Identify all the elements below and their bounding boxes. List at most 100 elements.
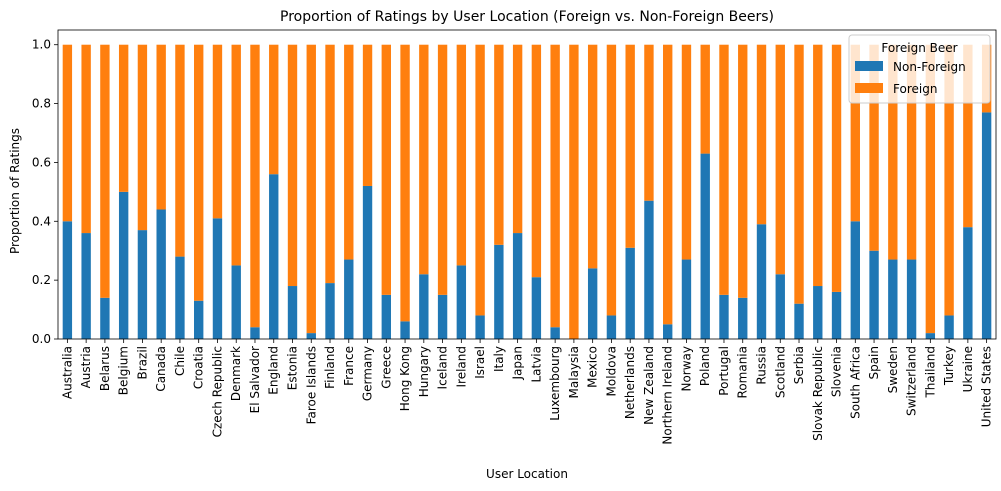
x-tick-label: Hungary <box>417 346 431 397</box>
x-tick-label: Sweden <box>886 346 900 393</box>
x-tick-label: Spain <box>867 346 881 380</box>
bar-foreign <box>569 44 579 340</box>
x-tick-label: Moldova <box>604 346 618 396</box>
bar-non-foreign <box>981 112 992 340</box>
bar-non-foreign <box>644 200 654 339</box>
bar-foreign <box>606 44 617 316</box>
bar-non-foreign <box>925 333 936 339</box>
y-tick-label: 0.8 <box>32 97 51 111</box>
bar-non-foreign <box>250 327 260 339</box>
bar-non-foreign <box>287 286 298 339</box>
bar-foreign <box>963 44 973 228</box>
bar-non-foreign <box>325 283 335 339</box>
x-tick-label: Finland <box>323 346 337 389</box>
x-tick-label: Slovenia <box>830 346 844 397</box>
legend: Foreign Beer Non-Foreign Foreign <box>848 34 991 104</box>
bar-foreign <box>456 44 467 266</box>
bar-foreign <box>100 44 110 298</box>
x-tick-label: Poland <box>698 346 712 386</box>
bar-non-foreign <box>869 250 879 339</box>
x-tick-label: Netherlands <box>623 346 637 419</box>
bar-non-foreign <box>212 218 223 339</box>
bar-non-foreign <box>850 221 860 339</box>
bar-foreign <box>250 44 260 328</box>
bar-non-foreign <box>906 259 917 339</box>
x-tick-label: Croatia <box>192 346 206 389</box>
bar-non-foreign <box>681 259 692 339</box>
x-tick-label: Faroe Islands <box>304 346 318 424</box>
x-tick-label: Romania <box>736 346 750 398</box>
bar-non-foreign <box>381 294 391 339</box>
bar-foreign <box>813 44 823 287</box>
x-tick-label: El Salvador <box>248 346 262 413</box>
bar-non-foreign <box>587 268 598 339</box>
bar-foreign <box>494 44 504 245</box>
y-tick-label: 0.2 <box>32 273 51 287</box>
bar-non-foreign <box>118 191 129 339</box>
x-tick-label: Czech Republic <box>210 346 224 437</box>
x-tick-label: Australia <box>60 346 74 399</box>
bar-foreign <box>888 44 898 260</box>
x-tick-label: Denmark <box>229 346 243 401</box>
axes-frame <box>57 29 997 340</box>
x-tick-label: United States <box>980 346 994 427</box>
x-axis-label: User Location <box>486 467 568 481</box>
bar-foreign <box>681 44 692 260</box>
bar-non-foreign <box>81 233 91 339</box>
bar-non-foreign <box>100 297 110 339</box>
bar-foreign <box>362 44 373 186</box>
x-tick-label: Hong Kong <box>398 346 412 411</box>
x-tick-label: New Zealand <box>642 346 656 425</box>
x-tick-label: Iceland <box>436 346 450 389</box>
bar-non-foreign <box>794 303 804 339</box>
legend-label-foreign: Foreign <box>893 82 937 96</box>
x-tick-label: France <box>342 346 356 386</box>
x-tick-label: Luxembourg <box>548 346 562 421</box>
bar-foreign <box>794 44 804 304</box>
x-tick-label: Serbia <box>792 346 806 384</box>
bar-non-foreign <box>156 209 166 339</box>
bar-non-foreign <box>494 244 504 339</box>
bar-foreign <box>925 44 936 334</box>
bar-foreign <box>212 44 223 219</box>
y-tick-label: 1.0 <box>32 38 51 52</box>
x-tick-label: Northern Ireland <box>661 346 675 445</box>
bar-non-foreign <box>475 315 485 339</box>
legend-label-non-foreign: Non-Foreign <box>893 60 966 74</box>
x-tick-label: Canada <box>154 346 168 392</box>
bar-non-foreign <box>419 274 429 339</box>
bar-foreign <box>381 44 391 295</box>
bar-non-foreign <box>512 233 523 339</box>
bar-non-foreign <box>663 324 673 339</box>
bar-non-foreign <box>813 286 823 339</box>
bar-non-foreign <box>231 265 241 339</box>
bar-foreign <box>944 44 954 316</box>
bar-foreign <box>512 44 523 234</box>
bar-non-foreign <box>175 256 185 339</box>
bar-non-foreign <box>831 291 842 339</box>
bar-foreign <box>137 44 148 231</box>
x-tick-label: Belgium <box>117 346 131 395</box>
bar-non-foreign <box>344 259 354 339</box>
bar-non-foreign <box>400 321 410 339</box>
bar-foreign <box>118 44 129 192</box>
x-tick-label: Scotland <box>773 346 787 398</box>
x-tick-label: Austria <box>79 346 93 388</box>
bar-foreign <box>531 44 542 278</box>
x-tick-label: England <box>267 346 281 395</box>
y-tick-label: 0.4 <box>32 214 51 228</box>
bar-foreign <box>306 44 316 334</box>
bar-non-foreign <box>456 265 467 339</box>
bar-non-foreign <box>738 297 748 339</box>
bar-foreign <box>287 44 298 287</box>
bar-foreign <box>475 44 485 316</box>
bar-non-foreign <box>531 277 542 339</box>
bar-foreign <box>869 44 879 251</box>
bar-foreign <box>437 44 448 295</box>
bar-foreign <box>850 44 860 222</box>
bar-foreign <box>81 44 91 234</box>
bar-foreign <box>663 44 673 325</box>
bar-non-foreign <box>550 327 560 339</box>
x-tick-label: Malaysia <box>567 346 581 398</box>
